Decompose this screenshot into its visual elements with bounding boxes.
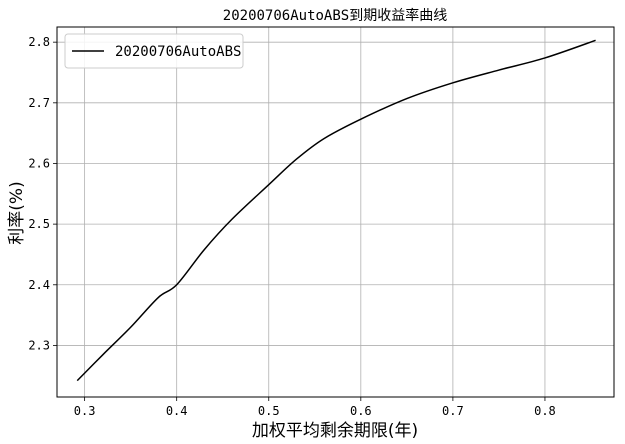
series-layer — [76, 39, 596, 382]
legend-entry-label: 20200706AutoABS — [115, 44, 241, 60]
x-tick-label: 0.3 — [74, 404, 96, 418]
x-axis-label: 加权平均剩余期限(年) — [252, 421, 418, 441]
series-line-0 — [76, 39, 596, 382]
x-tick-label: 0.6 — [350, 404, 372, 418]
legend-box — [64, 33, 244, 69]
plot-area-frame — [56, 26, 615, 398]
x-tick-label: 0.4 — [166, 404, 188, 418]
y-axis-label: 利率(%) — [7, 181, 27, 244]
y-tick-label: 2.3 — [28, 338, 50, 352]
y-tick-label: 2.7 — [28, 96, 50, 110]
x-tick-label: 0.8 — [534, 404, 556, 418]
legend: 20200706AutoABS — [64, 33, 244, 69]
x-tick-label: 0.5 — [258, 404, 280, 418]
y-tick-label: 2.5 — [28, 217, 50, 231]
y-tick-label: 2.6 — [28, 156, 50, 170]
y-tick-label: 2.8 — [28, 35, 50, 49]
tick-layer: 0.3 0.4 0.5 0.6 0.7 0.8 2.3 2.4 2.5 2.6 2.7 2.8 — [28, 35, 555, 418]
y-tick-label: 2.4 — [28, 278, 50, 292]
x-tick-label: 0.7 — [442, 404, 464, 418]
grid-lines — [57, 27, 614, 397]
chart-title: 20200706AutoABS到期收益率曲线 — [223, 7, 447, 24]
